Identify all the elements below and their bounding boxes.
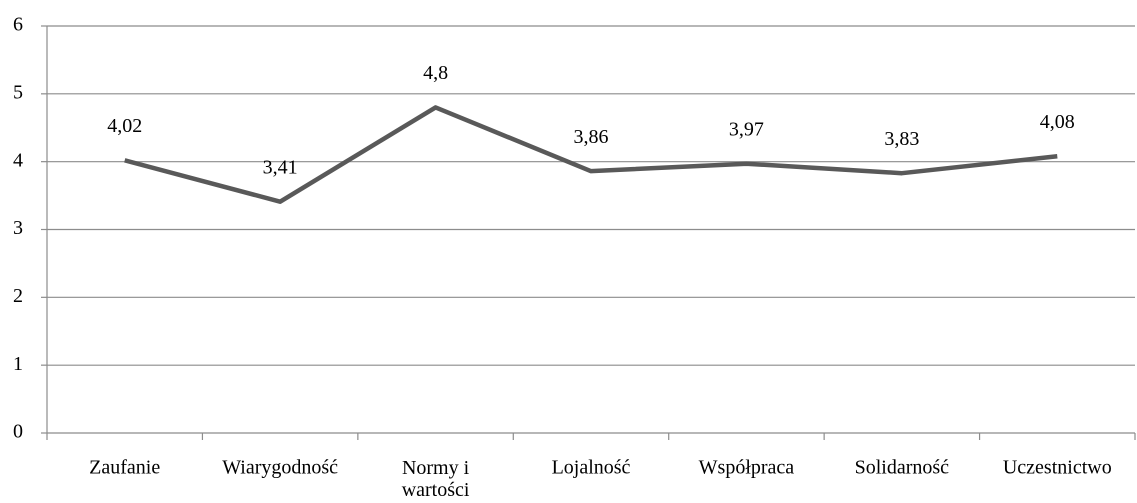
x-tick-label: Solidarność [855,457,950,479]
data-label: 3,41 [263,156,298,178]
x-tick-label: Uczestnictwo [1003,457,1112,479]
x-tick-label: Współpraca [699,457,795,479]
data-label: 4,02 [107,115,142,137]
data-label: 3,97 [729,118,764,140]
data-label: 3,83 [884,128,919,150]
y-tick-label: 6 [13,14,23,36]
y-tick-label: 1 [13,353,23,375]
y-tick-label: 0 [13,421,23,443]
y-tick-label: 4 [13,149,23,171]
line [124,105,1058,204]
x-tick-label: Wiarygodność [222,457,338,479]
data-label: 4,08 [1040,111,1075,133]
x-tick-label: Lojalność [552,457,631,479]
y-tick-label: 5 [13,81,23,103]
x-tick-label: Zaufanie [89,457,160,479]
data-label: 4,8 [423,62,448,84]
data-label: 3,86 [574,126,609,148]
x-tick-label: Normy i wartości [402,457,470,501]
y-tick-label: 3 [13,217,23,239]
y-tick-label: 2 [13,285,23,307]
